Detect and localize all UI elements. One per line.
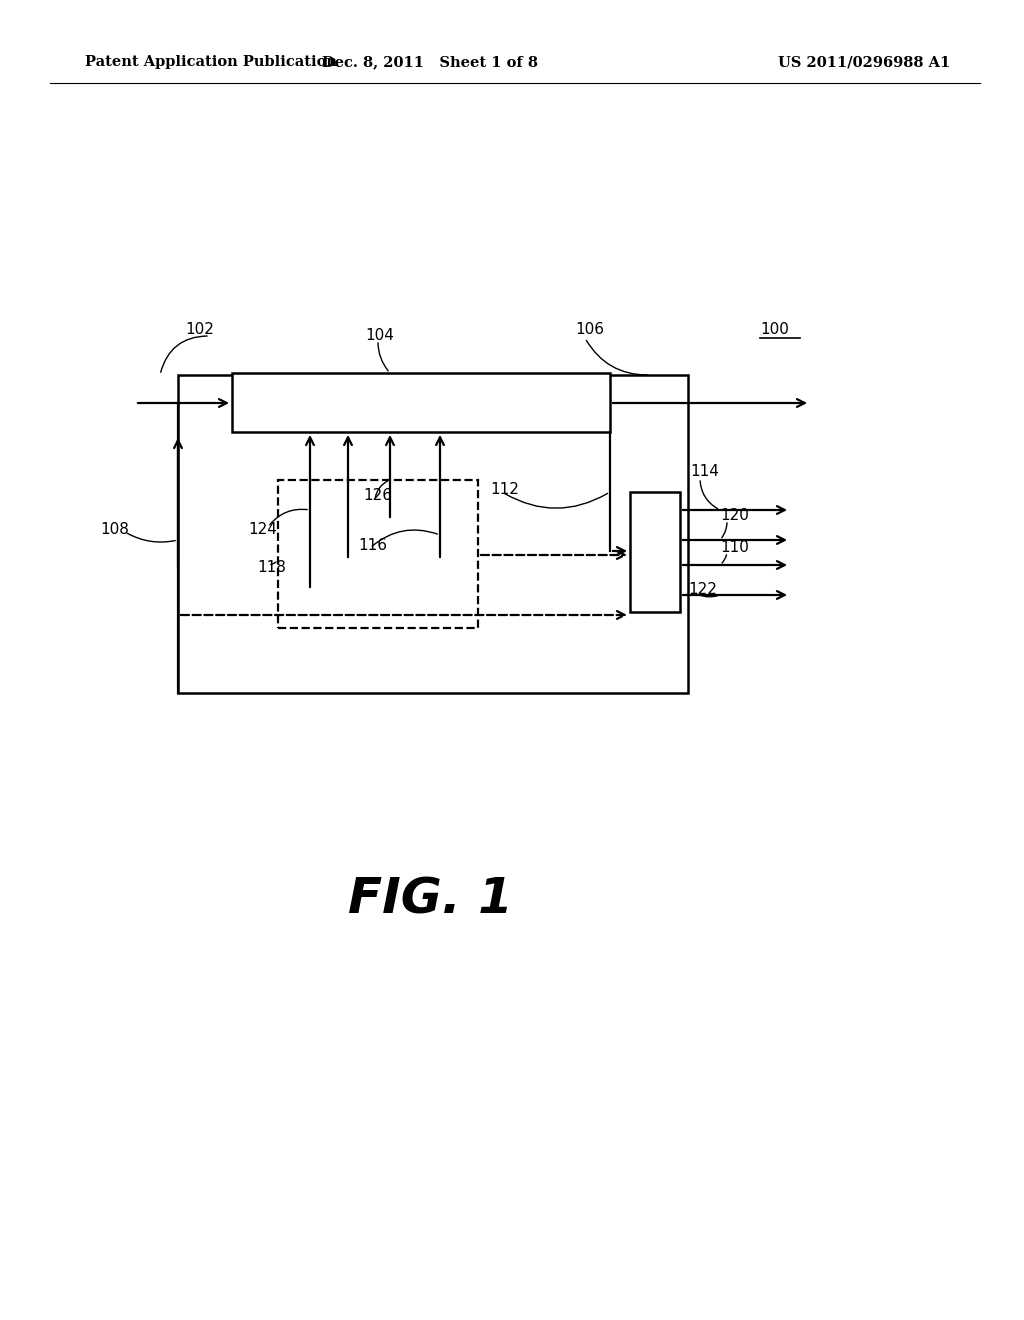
- Text: 102: 102: [185, 322, 214, 338]
- Bar: [232, 374, 610, 432]
- Text: 110: 110: [720, 540, 749, 554]
- Text: Dec. 8, 2011   Sheet 1 of 8: Dec. 8, 2011 Sheet 1 of 8: [322, 55, 538, 69]
- Text: Patent Application Publication: Patent Application Publication: [85, 55, 337, 69]
- Bar: [278, 480, 478, 628]
- Text: 116: 116: [358, 537, 387, 553]
- Text: 108: 108: [100, 523, 129, 537]
- Text: 106: 106: [575, 322, 604, 338]
- Bar: [178, 375, 688, 693]
- Text: 100: 100: [760, 322, 788, 338]
- Text: 104: 104: [365, 327, 394, 342]
- Text: 112: 112: [490, 483, 519, 498]
- Text: 114: 114: [690, 465, 719, 479]
- Text: 120: 120: [720, 507, 749, 523]
- Bar: [630, 492, 680, 612]
- Text: 126: 126: [362, 487, 392, 503]
- Text: 118: 118: [257, 561, 286, 576]
- Text: US 2011/0296988 A1: US 2011/0296988 A1: [778, 55, 950, 69]
- Text: 124: 124: [248, 523, 276, 537]
- Text: 122: 122: [688, 582, 717, 598]
- Text: FIG. 1: FIG. 1: [347, 876, 512, 924]
